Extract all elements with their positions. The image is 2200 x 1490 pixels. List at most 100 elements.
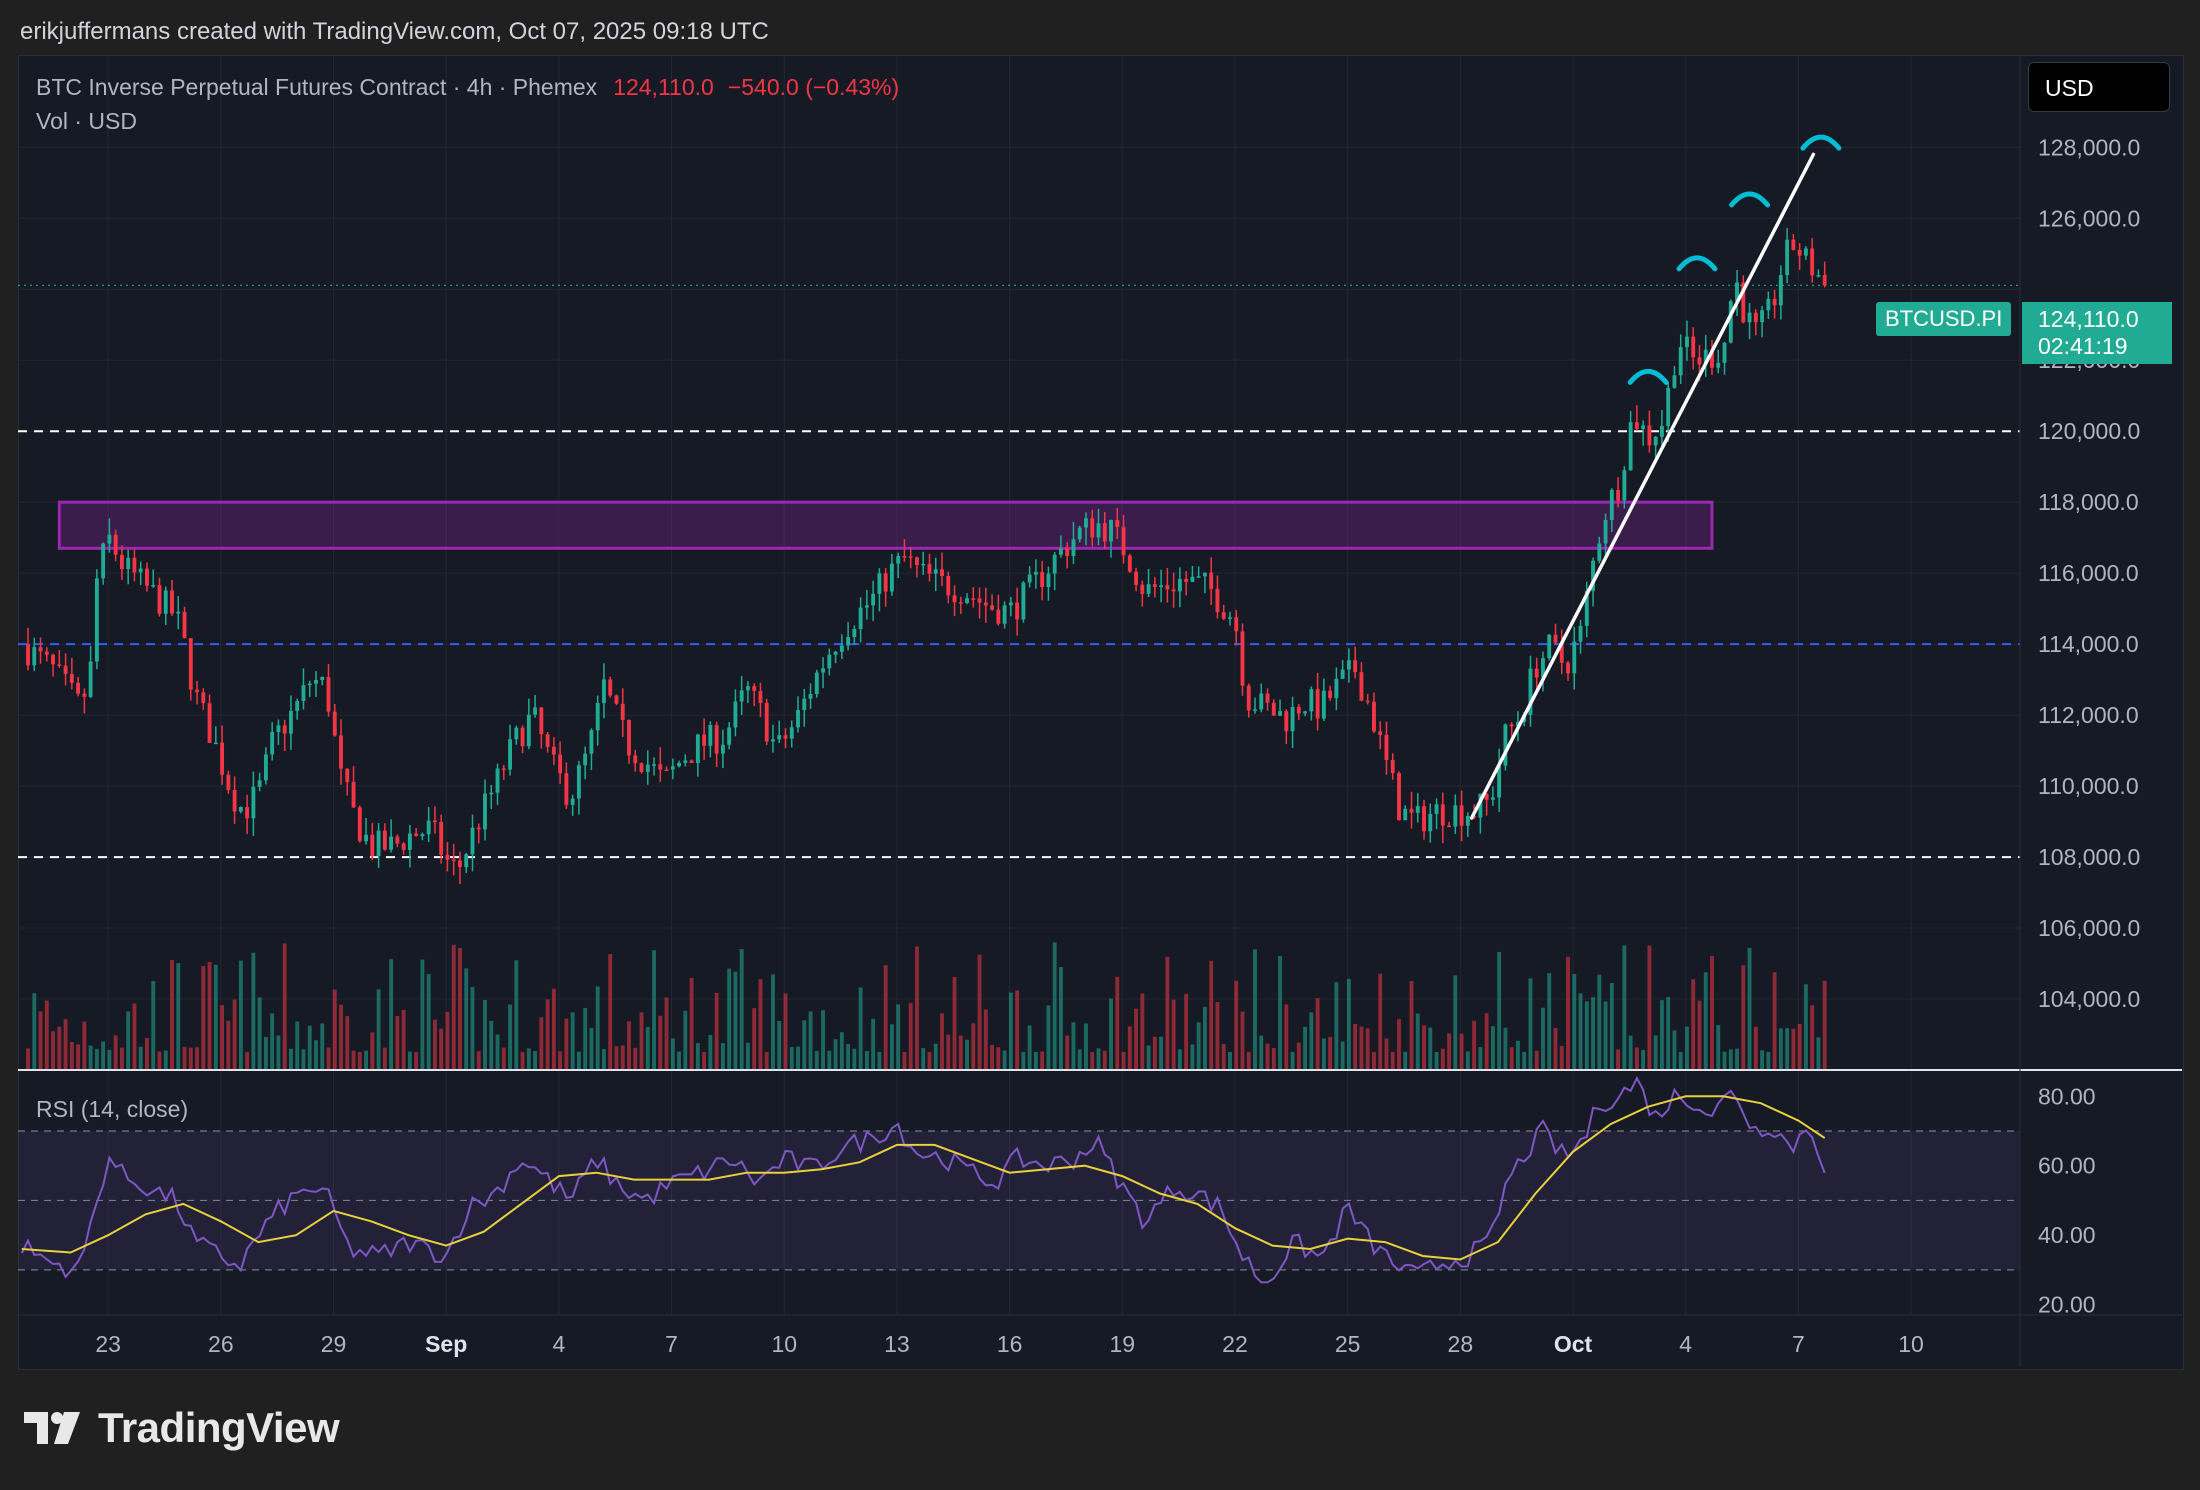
candle-body [520,727,525,747]
candle-body [1059,548,1063,555]
candle-body [289,710,293,734]
candle-body [1253,709,1257,711]
candle-body [1177,578,1182,592]
candle-body [708,724,713,746]
candle-body [1666,387,1671,427]
volume-bar [1259,1035,1264,1070]
candle-body [426,820,431,835]
volume-bar [213,964,218,1070]
candle-body [1378,731,1383,735]
volume-bar [389,959,394,1070]
candle-body [1284,711,1289,732]
volume-bar [520,1051,525,1070]
volume-bar [501,1047,506,1070]
currency-button[interactable]: USD [2028,62,2170,112]
volume-bar [908,1003,913,1070]
price-change: −540.0 (−0.43%) [727,74,900,100]
candle-body [1146,584,1151,594]
candle-body [1353,660,1358,673]
candle-body [1616,490,1621,501]
candle-body [821,668,825,673]
volume-bar [1303,1026,1308,1070]
volume-bar [1246,1051,1251,1070]
candle-body [263,754,268,781]
candle-body [952,595,957,603]
volume-bar [877,1051,882,1070]
volume-bar [1666,996,1671,1070]
volume-bar [307,1025,312,1070]
volume-bar [257,997,262,1070]
volume-bar [182,1046,187,1070]
candle-body [858,607,863,630]
candle-body [677,762,682,767]
candle-body [908,556,913,558]
candle-body [658,764,663,770]
time-axis-tick: 13 [884,1331,910,1357]
candle-body [983,602,988,606]
volume-bar [1077,1049,1082,1070]
volume-bar [514,960,519,1070]
volume-bar [915,946,919,1070]
volume-bar [1196,1022,1201,1070]
volume-bar [339,1004,343,1070]
volume-bar [276,1035,281,1070]
candle-body [1215,588,1220,613]
volume-bar [583,1007,588,1070]
candle-body [1046,573,1051,588]
candle-body [470,827,475,855]
candle-body [745,686,750,691]
tradingview-logo[interactable]: TradingView [24,1404,340,1452]
candle-body [620,703,625,720]
candle-body [808,694,813,699]
volume-bar [1040,1051,1045,1070]
candle-body [1184,578,1189,582]
symbol-legend[interactable]: BTC Inverse Perpetual Futures Contract ·… [36,74,899,101]
volume-bar [652,950,656,1070]
candle-body [57,664,62,666]
rsi-legend[interactable]: RSI (14, close) [36,1096,189,1122]
candle-body [871,593,876,606]
candle-body [1021,582,1026,620]
candle-body [1785,239,1790,276]
volume-bar [1146,1045,1151,1070]
volume-bar [1397,1019,1401,1070]
volume-bar [1528,978,1533,1070]
volume-bar [1296,1042,1301,1070]
candle-body [1591,560,1595,591]
volume-bar [151,981,156,1070]
candle-body [526,714,531,747]
candle-body [1741,282,1746,323]
candle-body [864,605,869,608]
volume-bar [1691,979,1696,1070]
candle-body [1221,612,1226,619]
candle-body [1340,669,1345,679]
volume-bar [1672,1030,1677,1070]
candle-body [702,734,707,746]
time-axis-tick: 19 [1109,1331,1135,1357]
volume-bar [1084,1023,1088,1070]
volume-bar [113,1035,118,1070]
volume-bar [508,1004,512,1070]
symbol-description[interactable]: BTC Inverse Perpetual Futures Contract ·… [36,74,598,100]
volume-bar [1134,1008,1139,1070]
volume-bar [1797,1023,1802,1070]
candle-body [1090,518,1095,538]
candle-body [889,563,894,592]
resistance-zone-box [57,500,1714,550]
candle-body [1015,602,1020,620]
candle-body [1278,711,1282,716]
candle-body [608,679,613,696]
candle-body [257,780,262,787]
time-axis-tick: 25 [1335,1331,1361,1357]
top-arc-marker [1627,368,1669,385]
volume-bar [702,1051,707,1070]
volume-legend[interactable]: Vol · USD [36,108,137,134]
volume-bar [1634,1047,1639,1070]
candle-body [1791,239,1796,250]
candle-body [1672,375,1677,388]
volume-bar [382,1047,387,1070]
candle-body [1566,662,1570,674]
chart-frame[interactable] [18,55,2184,1370]
candle-body [1753,312,1758,323]
